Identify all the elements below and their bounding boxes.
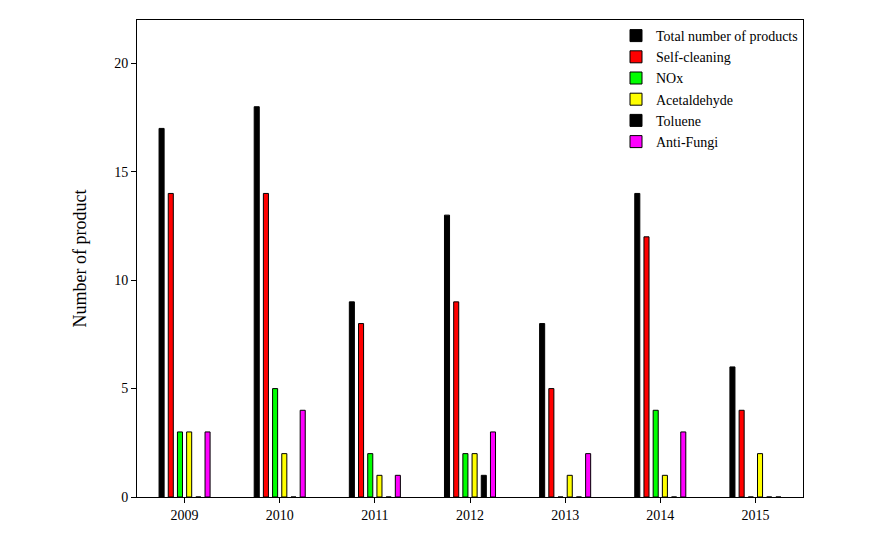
svg-text:20: 20 — [114, 56, 128, 71]
svg-text:0: 0 — [121, 490, 128, 505]
svg-text:Self-cleaning: Self-cleaning — [656, 50, 731, 65]
svg-text:2009: 2009 — [171, 508, 199, 523]
svg-text:Number of product: Number of product — [70, 190, 90, 328]
svg-text:10: 10 — [114, 273, 128, 288]
svg-text:Acetaldehyde: Acetaldehyde — [656, 93, 733, 108]
svg-text:2014: 2014 — [646, 508, 674, 523]
svg-text:2012: 2012 — [456, 508, 484, 523]
svg-text:Total number of products: Total number of products — [656, 29, 798, 44]
svg-text:Anti-Fungi: Anti-Fungi — [656, 135, 718, 150]
svg-text:15: 15 — [114, 165, 128, 180]
svg-text:2011: 2011 — [361, 508, 388, 523]
svg-text:5: 5 — [121, 381, 128, 396]
svg-text:2013: 2013 — [551, 508, 579, 523]
svg-text:NOx: NOx — [656, 71, 683, 86]
svg-text:2010: 2010 — [266, 508, 294, 523]
svg-text:Toluene: Toluene — [656, 114, 701, 129]
svg-text:2015: 2015 — [741, 508, 769, 523]
